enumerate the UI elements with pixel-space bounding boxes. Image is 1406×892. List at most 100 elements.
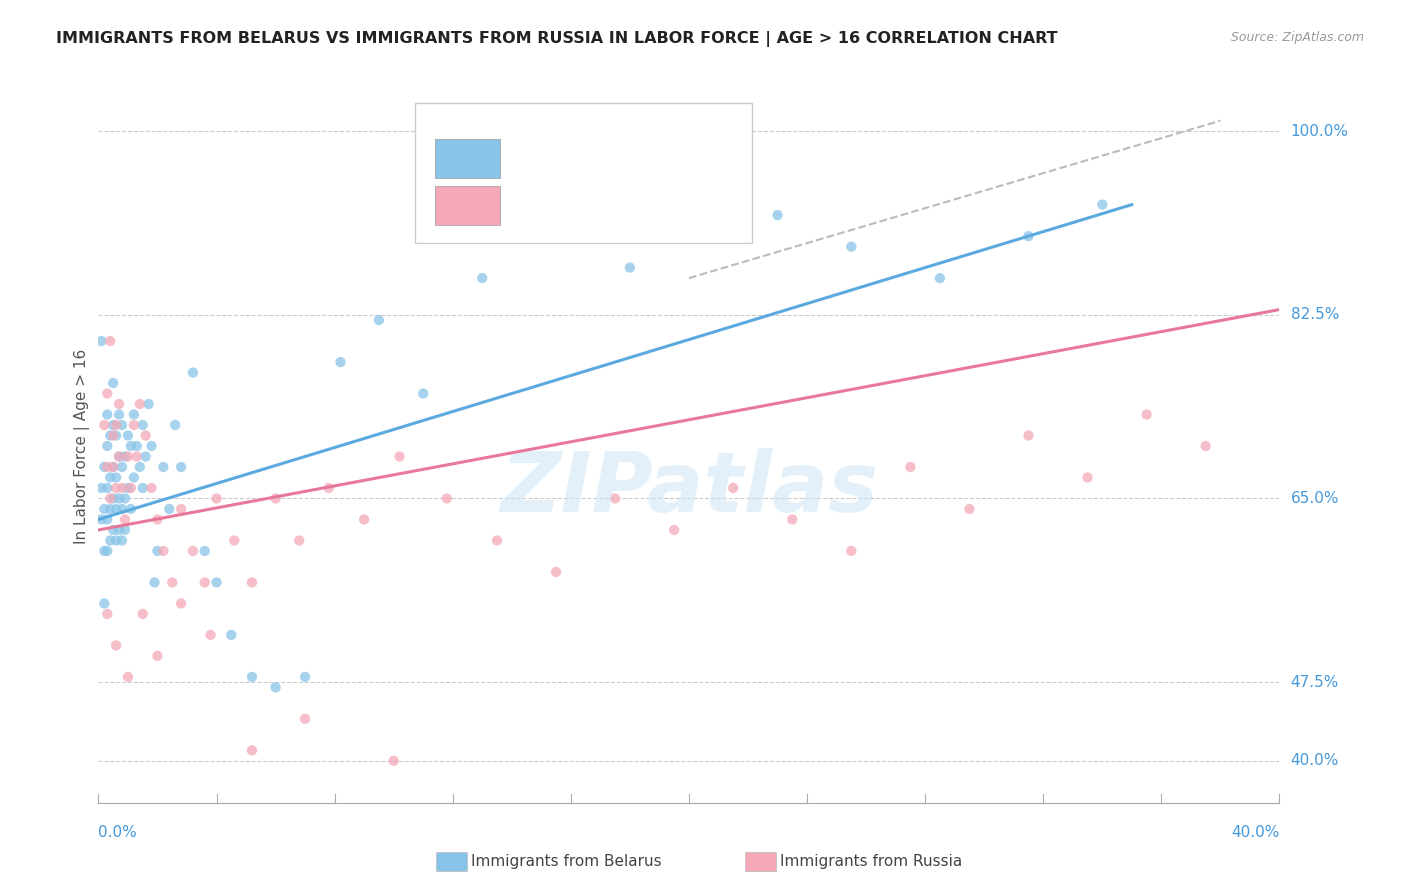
Point — [766, 208, 789, 222]
Point — [114, 491, 136, 506]
Point — [93, 417, 115, 432]
Point — [141, 481, 163, 495]
Point — [782, 512, 804, 526]
Point — [93, 596, 115, 610]
Point — [224, 533, 246, 548]
Point — [117, 670, 139, 684]
Point — [141, 439, 163, 453]
Text: Source: ZipAtlas.com: Source: ZipAtlas.com — [1230, 31, 1364, 45]
Point — [146, 544, 169, 558]
Point — [1017, 428, 1039, 442]
Point — [240, 743, 263, 757]
Point — [105, 428, 128, 442]
FancyBboxPatch shape — [415, 103, 752, 243]
Point — [96, 439, 118, 453]
Point — [105, 470, 128, 484]
Point — [200, 628, 222, 642]
Point — [157, 502, 180, 516]
Point — [96, 607, 118, 621]
Text: R = 0.301: R = 0.301 — [509, 196, 599, 214]
Point — [1017, 229, 1039, 244]
Point — [544, 565, 567, 579]
Point — [93, 502, 115, 516]
Point — [114, 512, 136, 526]
Point — [146, 648, 169, 663]
Point — [605, 491, 627, 506]
Point — [678, 229, 700, 244]
Point — [382, 754, 405, 768]
Point — [96, 460, 118, 475]
Point — [135, 428, 157, 442]
FancyBboxPatch shape — [434, 186, 501, 225]
Point — [194, 544, 217, 558]
Point — [96, 481, 118, 495]
Point — [219, 628, 242, 642]
Point — [122, 408, 145, 422]
Point — [103, 523, 125, 537]
Point — [93, 544, 115, 558]
Point — [105, 417, 128, 432]
Point — [170, 596, 193, 610]
Point — [105, 533, 128, 548]
Text: N = 58: N = 58 — [648, 196, 716, 214]
Point — [114, 450, 136, 464]
Text: N = 74: N = 74 — [648, 150, 716, 168]
Point — [108, 450, 131, 464]
Point — [138, 397, 160, 411]
Point — [98, 491, 121, 506]
Point — [98, 470, 121, 484]
Text: 82.5%: 82.5% — [1291, 308, 1339, 322]
Point — [205, 491, 228, 506]
Point — [162, 575, 183, 590]
Text: 47.5%: 47.5% — [1291, 674, 1339, 690]
Text: Immigrants from Russia: Immigrants from Russia — [780, 855, 963, 869]
Point — [181, 366, 204, 380]
Point — [146, 512, 169, 526]
Point — [117, 481, 139, 495]
Point — [240, 575, 263, 590]
Point — [928, 271, 950, 285]
Point — [170, 502, 193, 516]
Point — [959, 502, 981, 516]
Point — [1135, 408, 1157, 422]
Point — [103, 428, 125, 442]
Point — [412, 386, 434, 401]
Point — [165, 417, 187, 432]
Point — [471, 271, 494, 285]
Point — [111, 460, 134, 475]
Text: 100.0%: 100.0% — [1291, 124, 1348, 138]
Point — [122, 417, 145, 432]
Point — [721, 481, 744, 495]
Point — [108, 408, 131, 422]
Point — [111, 502, 134, 516]
Point — [105, 502, 128, 516]
Text: 40.0%: 40.0% — [1291, 754, 1339, 768]
Point — [108, 491, 131, 506]
Point — [619, 260, 641, 275]
Point — [98, 502, 121, 516]
Point — [108, 397, 131, 411]
Text: IMMIGRANTS FROM BELARUS VS IMMIGRANTS FROM RUSSIA IN LABOR FORCE | AGE > 16 CORR: IMMIGRANTS FROM BELARUS VS IMMIGRANTS FR… — [56, 31, 1057, 47]
Point — [194, 575, 217, 590]
Text: Immigrants from Belarus: Immigrants from Belarus — [471, 855, 662, 869]
Point — [90, 334, 112, 348]
Point — [152, 460, 174, 475]
Text: 0.0%: 0.0% — [98, 825, 138, 840]
Point — [264, 491, 287, 506]
Point — [1195, 439, 1218, 453]
Point — [125, 450, 148, 464]
Point — [122, 470, 145, 484]
Point — [105, 481, 128, 495]
Point — [135, 450, 157, 464]
Point — [96, 512, 118, 526]
Point — [120, 502, 142, 516]
Point — [90, 512, 112, 526]
Point — [103, 491, 125, 506]
Point — [143, 575, 166, 590]
Point — [103, 460, 125, 475]
Point — [117, 428, 139, 442]
Point — [240, 670, 263, 684]
Point — [98, 334, 121, 348]
Point — [90, 481, 112, 495]
Point — [93, 460, 115, 475]
